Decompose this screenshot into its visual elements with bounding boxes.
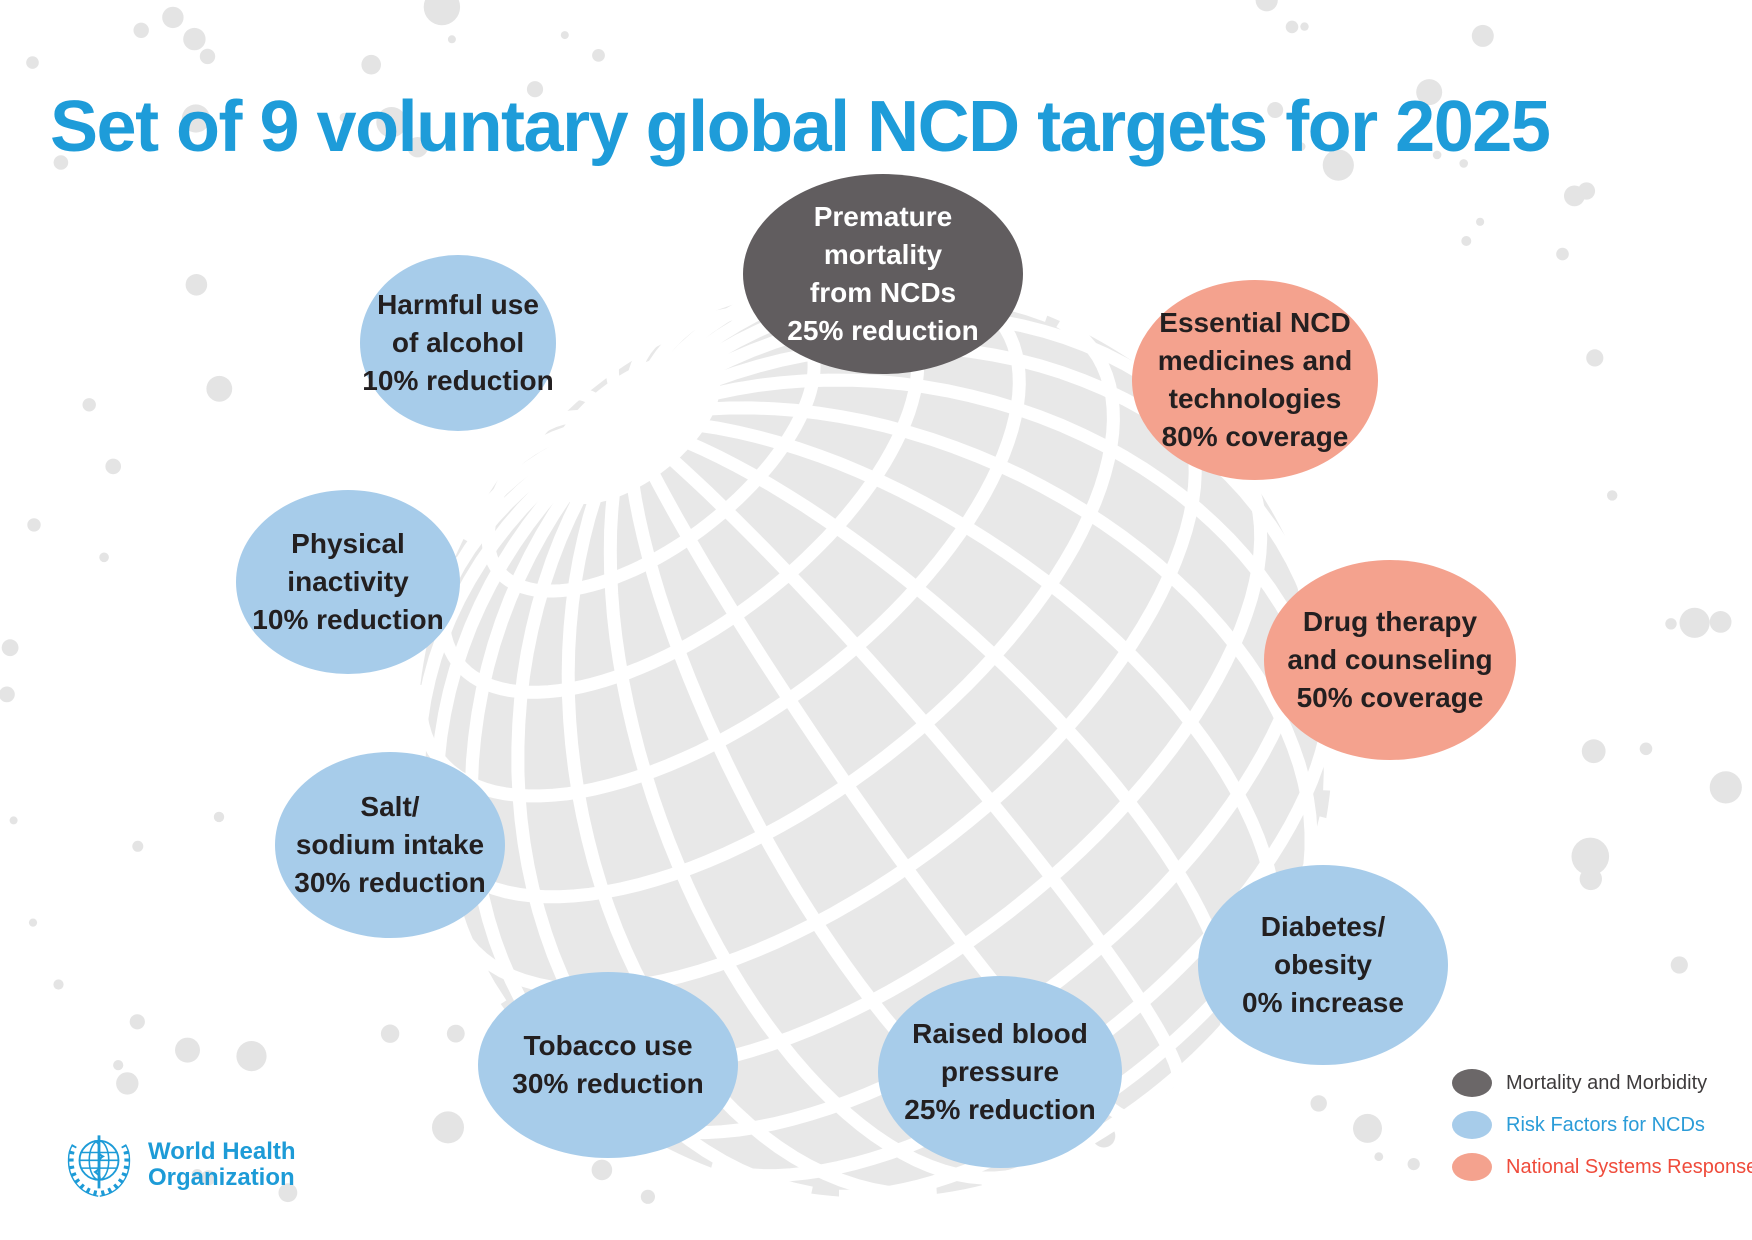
page-title: Set of 9 voluntary global NCD targets fo… (50, 87, 1551, 168)
legend-swatch-response-icon (1452, 1153, 1492, 1181)
legend-swatch-mortality-icon (1452, 1069, 1492, 1097)
bubble-salt-sodium: Salt/ sodium intake 30% reduction (275, 752, 505, 938)
who-logo-line1: World Health (148, 1138, 296, 1166)
legend-swatch-risk-icon (1452, 1111, 1492, 1139)
bubble-raised-blood-pressure: Raised blood pressure 25% reduction (878, 976, 1122, 1168)
bubble-tobacco-use: Tobacco use 30% reduction (478, 972, 738, 1158)
bubble-physical-inactivity: Physical inactivity 10% reduction (236, 490, 460, 674)
who-emblem-icon (67, 1135, 131, 1197)
legend-label-mortality: Mortality and Morbidity (1506, 1071, 1708, 1094)
who-logo-text: World Health Organization (148, 1139, 296, 1191)
legend-label-response: National Systems Response (1506, 1155, 1752, 1178)
legend: Mortality and Morbidity Risk Factors for… (1452, 1062, 1752, 1188)
bubble-premature-mortality: Premature mortality from NCDs 25% reduct… (743, 174, 1023, 374)
bubble-diabetes-obesity: Diabetes/ obesity 0% increase (1198, 865, 1448, 1065)
legend-item-mortality: Mortality and Morbidity (1452, 1062, 1752, 1104)
bubble-drug-therapy: Drug therapy and counseling 50% coverage (1264, 560, 1516, 760)
legend-item-risk: Risk Factors for NCDs (1452, 1104, 1752, 1146)
legend-label-risk: Risk Factors for NCDs (1506, 1113, 1705, 1136)
who-logo: World Health Organization (60, 1126, 296, 1204)
bubble-essential-medicines: Essential NCD medicines and technologies… (1132, 280, 1378, 480)
legend-item-response: National Systems Response (1452, 1146, 1752, 1188)
who-logo-line2: Organization (148, 1164, 295, 1191)
bubble-harmful-alcohol: Harmful use of alcohol 10% reduction (360, 255, 556, 431)
